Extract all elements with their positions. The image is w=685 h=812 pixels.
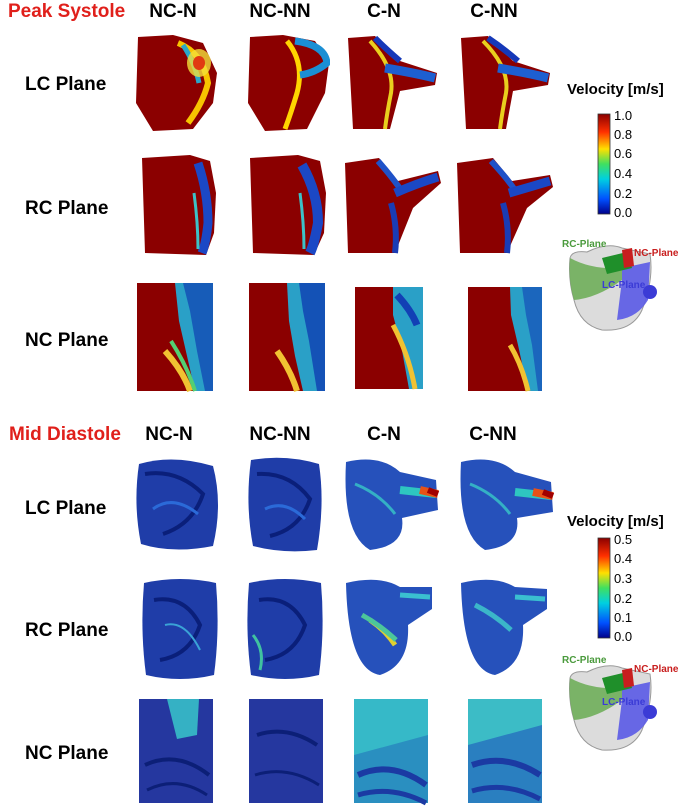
row-label-nc-plane: NC Plane	[25, 330, 109, 351]
velocity-field-lc-nc-nn	[245, 33, 330, 133]
legend-tick: 0.2	[614, 591, 633, 606]
schematic-label-nc-plane: NC-Plane	[634, 248, 679, 259]
schematic-label-lc-plane: LC-Plane	[602, 280, 646, 291]
legend-tick: 0.4	[614, 551, 633, 566]
velocity-field-rc-nc-nn	[245, 575, 325, 683]
aortic-root-schematic-diastole	[569, 665, 657, 751]
velocity-field-rc-c-nn	[455, 575, 550, 680]
column-header-c-n: C-N	[367, 1, 401, 22]
section-title-mid-diastole: Mid Diastole	[9, 424, 121, 445]
legend-tick: 0.2	[614, 186, 633, 201]
column-header-c-n: C-N	[367, 424, 401, 445]
velocity-field-lc-nc-n	[133, 33, 218, 133]
velocity-field-nc-nc-nn	[247, 281, 327, 393]
velocity-field-lc-c-n	[340, 454, 440, 554]
legend-tick: 0.6	[614, 146, 633, 161]
velocity-field-lc-c-n	[345, 33, 440, 133]
legend-title-systole: Velocity [m/s]	[567, 81, 664, 98]
column-header-nc-nn: NC-NN	[249, 424, 311, 445]
row-label-lc-plane: LC Plane	[25, 498, 107, 519]
velocity-field-rc-nc-n	[140, 575, 220, 683]
legend-tick: 0.4	[614, 166, 633, 181]
schematic-label-rc-plane: RC-Plane	[562, 239, 607, 250]
velocity-field-nc-nc-n	[135, 281, 215, 393]
colorbar-systole	[597, 113, 611, 215]
row-label-rc-plane: RC Plane	[25, 198, 109, 219]
section-title-peak-systole: Peak Systole	[8, 1, 126, 22]
colorbar-diastole	[597, 537, 611, 639]
velocity-field-nc-c-nn	[466, 285, 544, 393]
velocity-field-rc-c-n	[340, 575, 435, 680]
velocity-field-nc-nc-nn	[247, 695, 327, 807]
velocity-field-lc-c-nn	[458, 33, 553, 133]
velocity-field-rc-c-nn	[455, 153, 555, 258]
legend-title-diastole: Velocity [m/s]	[567, 513, 664, 530]
velocity-field-nc-c-n	[353, 285, 425, 390]
velocity-field-lc-nc-n	[133, 454, 223, 554]
row-label-lc-plane: LC Plane	[25, 74, 107, 95]
legend-tick: 0.3	[614, 571, 633, 586]
legend-tick: 0.8	[614, 127, 633, 142]
velocity-field-rc-nc-n	[140, 153, 220, 258]
velocity-field-rc-c-n	[343, 153, 443, 258]
legend-tick: 0.0	[614, 205, 633, 220]
velocity-field-lc-nc-nn	[245, 454, 325, 554]
column-header-c-nn: C-NN	[470, 1, 518, 22]
aortic-root-schematic-systole	[569, 245, 657, 331]
legend-tick: 1.0	[614, 108, 633, 123]
velocity-field-nc-c-n	[352, 695, 432, 807]
velocity-field-nc-nc-n	[137, 695, 217, 807]
velocity-field-lc-c-nn	[455, 454, 555, 554]
column-header-nc-n: NC-N	[149, 1, 197, 22]
schematic-label-lc-plane: LC-Plane	[602, 697, 646, 708]
legend-tick: 0.1	[614, 610, 633, 625]
column-header-nc-n: NC-N	[145, 424, 193, 445]
legend-tick: 0.5	[614, 532, 633, 547]
row-label-nc-plane: NC Plane	[25, 743, 109, 764]
row-label-rc-plane: RC Plane	[25, 620, 109, 641]
column-header-c-nn: C-NN	[469, 424, 517, 445]
schematic-label-rc-plane: RC-Plane	[562, 655, 607, 666]
velocity-field-rc-nc-nn	[248, 153, 328, 258]
schematic-label-nc-plane: NC-Plane	[634, 664, 679, 675]
column-header-nc-nn: NC-NN	[249, 1, 311, 22]
velocity-field-nc-c-nn	[466, 695, 546, 807]
legend-tick: 0.0	[614, 629, 633, 644]
